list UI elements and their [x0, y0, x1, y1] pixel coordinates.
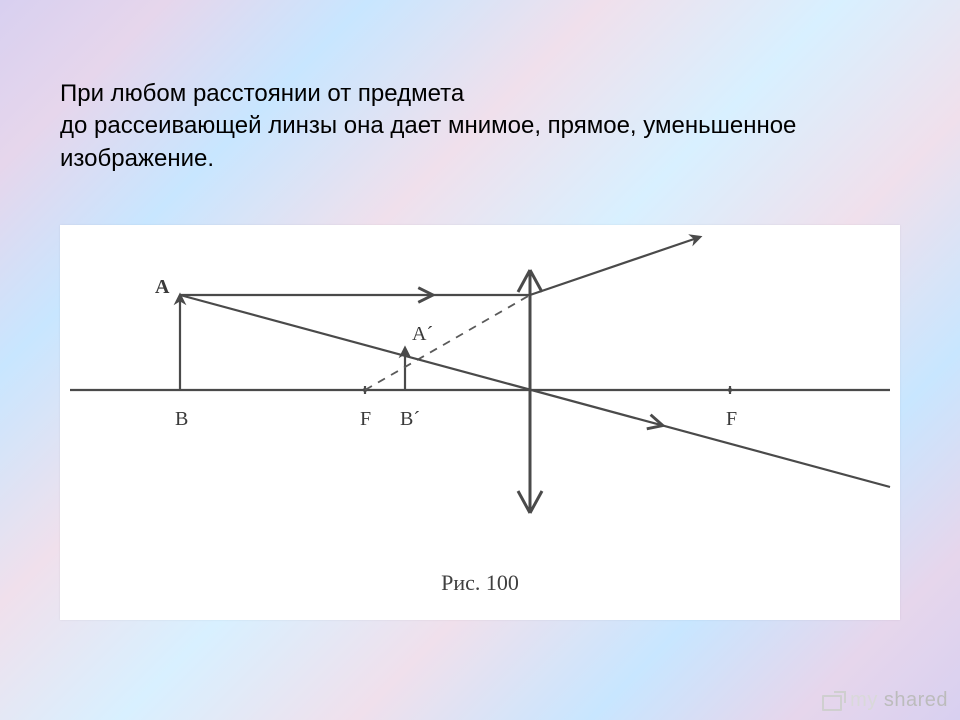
watermark-my: my: [850, 689, 878, 712]
svg-text:F: F: [360, 408, 371, 430]
watermark-shared: shared: [884, 689, 948, 712]
svg-text:B´: B´: [400, 408, 420, 430]
slide-background: При любом расстоянии от предмета до расс…: [0, 0, 960, 720]
caption-line-2: до рассеивающей линзы она дает мнимое, п…: [60, 112, 796, 139]
caption-line-3: изображение.: [60, 145, 214, 172]
svg-text:A´: A´: [412, 323, 433, 345]
svg-text:A: A: [155, 276, 170, 298]
svg-text:B: B: [175, 408, 188, 430]
figure-container: F F A B A´ B´ Рис. 100: [60, 225, 900, 620]
watermark: my shared: [822, 689, 948, 712]
slide-caption: При любом расстоянии от предмета до расс…: [60, 78, 900, 175]
caption-line-1: При любом расстоянии от предмета: [60, 80, 464, 107]
figure-caption: Рис. 100: [60, 570, 900, 596]
lens-diagram-svg: F F A B A´ B´: [60, 225, 900, 570]
svg-text:F: F: [726, 408, 737, 430]
presentation-icon: [822, 692, 844, 710]
